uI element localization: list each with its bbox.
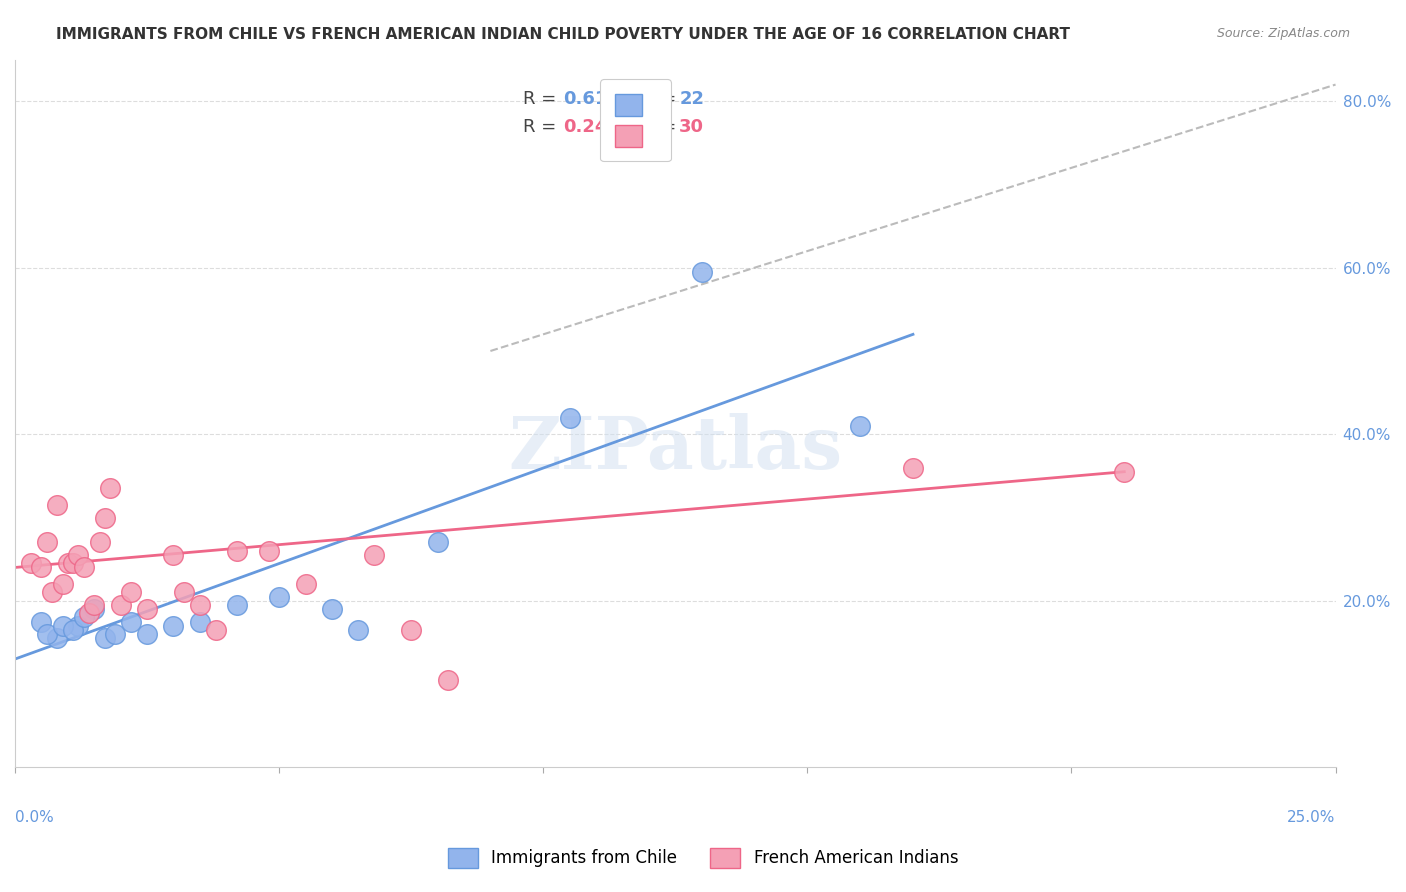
Point [363,548,385,562]
Point [73,610,96,624]
Text: N =: N = [643,118,682,136]
Text: 0.0%: 0.0% [15,810,53,825]
Point [269,590,291,604]
Point [30,615,52,629]
Point [35,627,58,641]
Point [136,627,159,641]
Point [690,265,713,279]
Point [437,673,460,687]
Point [136,602,159,616]
Point [120,585,142,599]
Point [225,598,247,612]
Text: 22: 22 [679,89,704,108]
Point [30,560,52,574]
Point [20,556,42,570]
Point [294,577,316,591]
Text: 0.244: 0.244 [562,118,620,136]
Point [89,535,111,549]
Point [41,585,63,599]
Point [51,577,73,591]
Point [347,623,370,637]
Point [94,631,117,645]
Point [225,543,247,558]
Legend: , : , [600,79,671,161]
Text: Source: ZipAtlas.com: Source: ZipAtlas.com [1216,27,1350,40]
Point [62,623,84,637]
Text: R =: R = [523,118,562,136]
Text: R =: R = [523,89,562,108]
Point [321,602,343,616]
Text: IMMIGRANTS FROM CHILE VS FRENCH AMERICAN INDIAN CHILD POVERTY UNDER THE AGE OF 1: IMMIGRANTS FROM CHILE VS FRENCH AMERICAN… [56,27,1070,42]
Point [83,602,105,616]
Text: 30: 30 [679,118,704,136]
Point [83,598,105,612]
Legend: Immigrants from Chile, French American Indians: Immigrants from Chile, French American I… [441,841,965,875]
Point [162,548,184,562]
Point [257,543,280,558]
Point [73,560,96,574]
Point [46,631,69,645]
Point [204,623,226,637]
Point [94,510,117,524]
Point [98,481,121,495]
Point [56,556,79,570]
Point [120,615,142,629]
Point [35,535,58,549]
Point [162,618,184,632]
Point [426,535,449,549]
Text: 0.619: 0.619 [562,89,620,108]
Point [46,498,69,512]
Point [849,418,872,433]
Point [188,615,211,629]
Text: ZIPatlas: ZIPatlas [508,413,842,484]
Text: 25.0%: 25.0% [1286,810,1336,825]
Point [67,548,90,562]
Point [901,460,924,475]
Point [110,598,132,612]
Point [399,623,422,637]
Point [188,598,211,612]
Point [1114,465,1136,479]
Text: N =: N = [643,89,682,108]
Point [62,556,84,570]
Point [51,618,73,632]
Point [558,410,581,425]
Point [77,606,100,620]
Point [173,585,195,599]
Point [67,618,90,632]
Point [104,627,127,641]
